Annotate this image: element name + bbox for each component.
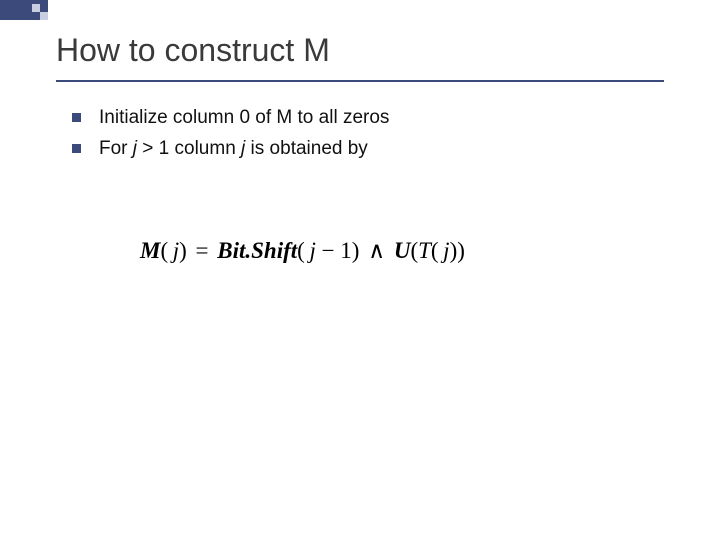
formula: M( j) = Bit.Shift( j − 1) ∧ U(T( j)) [140, 238, 465, 264]
text-fragment: − 1) [316, 238, 360, 263]
paren: ) [179, 238, 187, 263]
func-T: T [418, 238, 431, 263]
list-item: For j > 1 column j is obtained by [72, 137, 652, 162]
bullet-icon [72, 113, 81, 122]
title-underline [56, 80, 664, 82]
bullet-icon [72, 144, 81, 153]
bullet-text: For j > 1 column j is obtained by [99, 137, 368, 162]
text-fragment: > 1 column [137, 138, 241, 159]
func-bitshift: Bit.Shift [217, 238, 297, 263]
bullet-text: Initialize column 0 of M to all zeros [99, 106, 389, 131]
list-item: Initialize column 0 of M to all zeros [72, 106, 652, 131]
paren: ( [160, 238, 172, 263]
slide-title: How to construct M [56, 32, 330, 69]
paren: ( [410, 238, 418, 263]
text-fragment: For [99, 138, 133, 159]
text-fragment: is obtained by [245, 138, 368, 159]
slide: How to construct M Initialize column 0 o… [0, 0, 720, 540]
paren: )) [450, 238, 465, 263]
func-M: M [140, 238, 160, 263]
func-U: U [394, 238, 411, 263]
equals: = [193, 238, 212, 263]
bullet-list: Initialize column 0 of M to all zeros Fo… [72, 106, 652, 167]
paren: ( [297, 238, 309, 263]
corner-pattern [28, 0, 48, 20]
and-op: ∧ [365, 238, 388, 263]
paren: ( [431, 238, 443, 263]
